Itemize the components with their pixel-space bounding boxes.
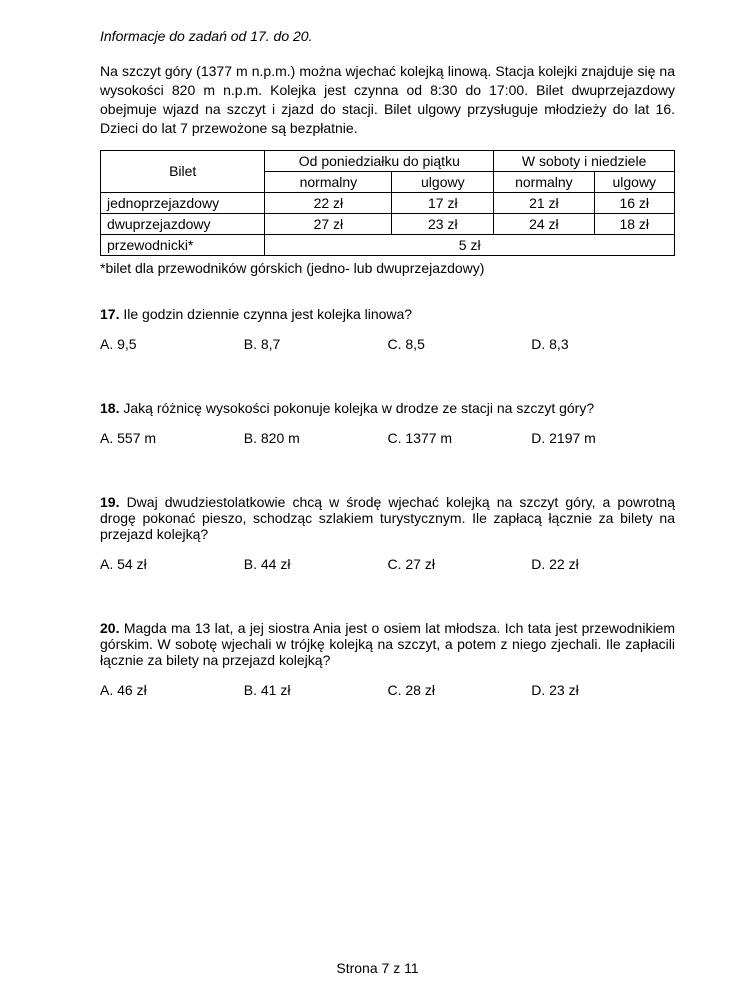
cell-value: 24 zł [494,213,594,234]
col-ticket: Bilet [101,150,265,192]
info-header: Informacje do zadań od 17. do 20. [100,28,675,44]
answer-d: D. 8,3 [531,336,675,352]
answer-c: C. 8,5 [388,336,532,352]
cell-value: 17 zł [392,192,494,213]
table-footnote: *bilet dla przewodników górskich (jedno-… [100,260,675,276]
answers-17: A. 9,5 B. 8,7 C. 8,5 D. 8,3 [100,336,675,352]
question-number: 19. [100,494,119,510]
page: Informacje do zadań od 17. do 20. Na szc… [0,0,755,1006]
answer-a: A. 46 zł [100,682,244,698]
question-text: Magda ma 13 lat, a jej siostra Ania jest… [100,620,675,668]
answers-20: A. 46 zł B. 41 zł C. 28 zł D. 23 zł [100,682,675,698]
cell-value: 23 zł [392,213,494,234]
col-week-reduced: ulgowy [392,171,494,192]
answer-c: C. 27 zł [388,556,532,572]
question-17: 17. Ile godzin dziennie czynna jest kole… [100,306,675,322]
page-number: Strona 7 z 11 [0,960,755,976]
answer-a: A. 9,5 [100,336,244,352]
question-20: 20. Magda ma 13 lat, a jej siostra Ania … [100,620,675,668]
question-number: 17. [100,306,119,322]
price-table: Bilet Od poniedziałku do piątku W soboty… [100,150,675,256]
cell-guide-price: 5 zł [265,234,675,255]
col-wknd-reduced: ulgowy [594,171,674,192]
answer-d: D. 23 zł [531,682,675,698]
col-weekend: W soboty i niedziele [494,150,675,171]
answer-a: A. 557 m [100,430,244,446]
col-weekdays: Od poniedziałku do piątku [265,150,494,171]
col-week-normal: normalny [265,171,392,192]
question-text: Ile godzin dziennie czynna jest kolejka … [123,306,412,322]
answer-c: C. 1377 m [388,430,532,446]
question-18: 18. Jaką różnicę wysokości pokonuje kole… [100,400,675,416]
table-row-guide: przewodnicki* 5 zł [101,234,675,255]
question-number: 20. [100,620,119,636]
answer-b: B. 8,7 [244,336,388,352]
cell-value: 18 zł [594,213,674,234]
cell-label: dwuprzejazdowy [101,213,265,234]
cell-value: 27 zł [265,213,392,234]
cell-label: jednoprzejazdowy [101,192,265,213]
table-row: jednoprzejazdowy 22 zł 17 zł 21 zł 16 zł [101,192,675,213]
answer-c: C. 28 zł [388,682,532,698]
answer-d: D. 2197 m [531,430,675,446]
answers-19: A. 54 zł B. 44 zł C. 27 zł D. 22 zł [100,556,675,572]
cell-value: 21 zł [494,192,594,213]
cell-value: 22 zł [265,192,392,213]
table-header-row-1: Bilet Od poniedziałku do piątku W soboty… [101,150,675,171]
question-text: Dwaj dwudziestolatkowie chcą w środę wje… [100,494,675,542]
answer-a: A. 54 zł [100,556,244,572]
answer-d: D. 22 zł [531,556,675,572]
question-text: Jaką różnicę wysokości pokonuje kolejka … [123,400,594,416]
intro-paragraph: Na szczyt góry (1377 m n.p.m.) można wje… [100,62,675,138]
col-wknd-normal: normalny [494,171,594,192]
answer-b: B. 820 m [244,430,388,446]
answers-18: A. 557 m B. 820 m C. 1377 m D. 2197 m [100,430,675,446]
cell-value: 16 zł [594,192,674,213]
table-row: dwuprzejazdowy 27 zł 23 zł 24 zł 18 zł [101,213,675,234]
question-19: 19. Dwaj dwudziestolatkowie chcą w środę… [100,494,675,542]
answer-b: B. 41 zł [244,682,388,698]
question-number: 18. [100,400,119,416]
answer-b: B. 44 zł [244,556,388,572]
cell-label: przewodnicki* [101,234,265,255]
